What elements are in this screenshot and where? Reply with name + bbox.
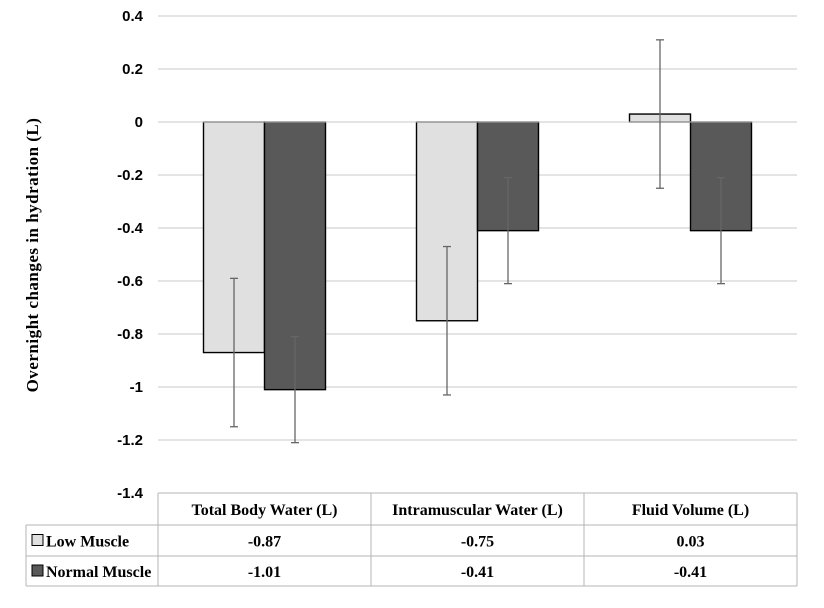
legend-label: Low Muscle bbox=[46, 534, 129, 551]
y-tick-label: 0 bbox=[135, 114, 143, 131]
y-tick-label: -0.4 bbox=[117, 220, 144, 237]
y-tick-label: -1.2 bbox=[117, 432, 143, 449]
y-tick-label: -0.2 bbox=[117, 167, 143, 184]
y-axis-label: Overnight changes in hydration (L) bbox=[23, 118, 42, 393]
y-tick-label: -1.4 bbox=[117, 485, 144, 502]
data-label: -0.75 bbox=[461, 534, 494, 551]
legend-swatch-normal-muscle bbox=[31, 564, 44, 577]
y-tick-label: 0.2 bbox=[122, 61, 143, 78]
category-label: Fluid Volume (L) bbox=[632, 502, 749, 519]
category-label: Intramuscular Water (L) bbox=[392, 502, 563, 519]
legend-swatch-low-muscle bbox=[31, 534, 44, 546]
y-tick-label: -0.6 bbox=[117, 273, 143, 290]
data-label: -0.41 bbox=[461, 564, 494, 581]
data-label: 0.03 bbox=[677, 534, 705, 551]
y-tick-label: 0.4 bbox=[122, 8, 144, 25]
data-label: -0.41 bbox=[674, 564, 707, 581]
data-label: -0.87 bbox=[248, 534, 281, 551]
data-label: -1.01 bbox=[248, 564, 281, 581]
y-tick-label: -1 bbox=[130, 379, 143, 396]
category-label: Total Body Water (L) bbox=[192, 502, 338, 519]
y-tick-label: -0.8 bbox=[117, 326, 143, 343]
legend-label: Normal Muscle bbox=[46, 564, 151, 581]
